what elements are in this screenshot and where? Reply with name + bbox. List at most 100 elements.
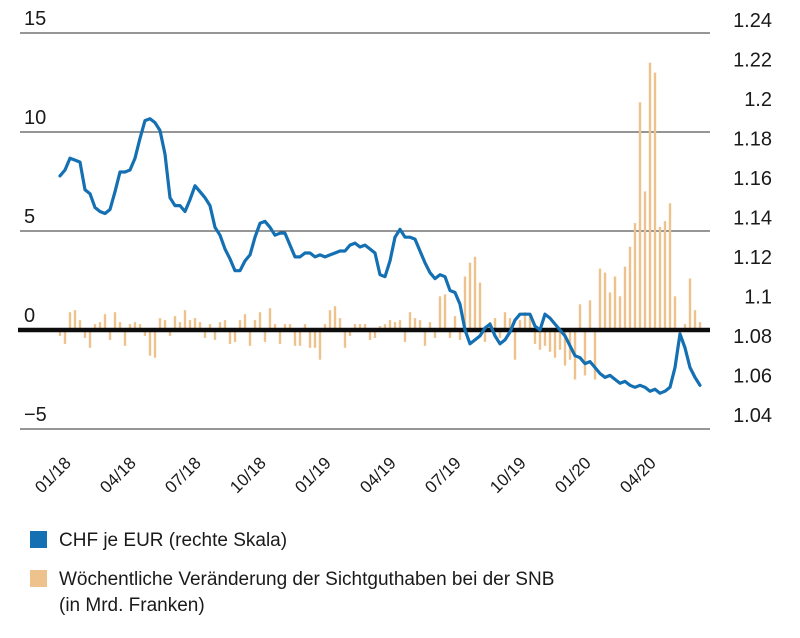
bar-weekly-change [303, 324, 307, 330]
bar-weekly-change [673, 296, 677, 330]
bar-weekly-change [583, 330, 587, 376]
bar-weekly-change [288, 324, 292, 330]
bar-weekly-change [478, 282, 482, 330]
left-axis-tick-label: 0 [24, 305, 35, 327]
bar-weekly-change [538, 330, 542, 350]
right-axis-tick-label: 1.16 [733, 168, 772, 190]
x-axis-tick-label: 04/19 [356, 453, 400, 497]
bar-weekly-change [298, 330, 302, 346]
bar-weekly-change [403, 330, 407, 342]
bar-weekly-change [168, 330, 172, 336]
legend-label-sight-deposits-line2: (in Mrd. Franken) [59, 595, 205, 616]
bar-weekly-change [508, 318, 512, 330]
bar-weekly-change [163, 320, 167, 330]
bar-weekly-change [543, 330, 547, 346]
right-axis-tick-label: 1.22 [733, 49, 772, 71]
bar-weekly-change [598, 268, 602, 330]
bar-weekly-change [693, 310, 697, 330]
bar-weekly-change [428, 322, 432, 330]
bar-weekly-change [323, 324, 327, 330]
bar-weekly-change [308, 330, 312, 348]
bar-weekly-change [558, 330, 562, 350]
bar-weekly-change [578, 304, 582, 330]
x-axis-tick-label: 01/20 [551, 453, 595, 497]
bar-weekly-change [458, 330, 462, 340]
bar-weekly-change [658, 227, 662, 330]
bar-weekly-change [468, 262, 472, 330]
bar-weekly-change [518, 320, 522, 330]
bar-weekly-change [213, 330, 217, 340]
x-axis-tick-label: 04/18 [96, 453, 140, 497]
bar-weekly-change [193, 318, 197, 330]
bar-weekly-change [528, 316, 532, 330]
bar-weekly-change [88, 330, 92, 348]
bar-weekly-change [293, 330, 297, 346]
bar-weekly-change [398, 320, 402, 330]
chf-eur-line [58, 117, 702, 395]
bar-weekly-change [453, 316, 457, 330]
legend-label-chf-eur: CHF je EUR (rechte Skala) [59, 530, 288, 551]
bar-weekly-change [258, 312, 262, 330]
bar-weekly-change [418, 320, 422, 330]
bar-weekly-change [333, 306, 337, 330]
bar-weekly-change [68, 312, 72, 330]
bar-weekly-change [473, 256, 477, 330]
bar-weekly-change [208, 324, 212, 330]
bar-weekly-change [113, 312, 117, 330]
bar-weekly-change [118, 322, 122, 330]
right-axis-tick-label: 1.12 [733, 247, 772, 269]
bar-weekly-change [438, 296, 442, 330]
bar-weekly-change [233, 330, 237, 342]
right-axis-tick-label: 1.14 [733, 207, 772, 229]
legend-swatch-line-series [30, 531, 47, 548]
legend-label-sight-deposits-line1: Wöchentliche Veränderung der Sichtguthab… [59, 569, 555, 590]
bar-weekly-change [268, 308, 272, 330]
bar-weekly-change [548, 330, 552, 352]
bar-weekly-change [688, 278, 692, 330]
bar-weekly-change [328, 310, 332, 330]
bar-weekly-change [263, 330, 267, 342]
bar-weekly-change [253, 320, 257, 330]
bar-weekly-change [198, 322, 202, 330]
bar-weekly-change [123, 330, 127, 346]
bar-weekly-change [223, 320, 227, 330]
bar-weekly-change [533, 330, 537, 344]
bar-weekly-change [648, 62, 652, 330]
bar-weekly-change [463, 276, 467, 330]
bar-weekly-change [183, 310, 187, 330]
bar-weekly-change [273, 324, 277, 330]
bar-weekly-change [78, 320, 82, 330]
x-axis-tick-label: 01/18 [31, 453, 75, 497]
chart-area: 15 10 5 0 −5 1.24 1.22 1.2 1.18 1.16 1.14 1.12 1.1 1.… [18, 8, 772, 497]
bar-weekly-change [633, 223, 637, 330]
left-axis-tick-label: −5 [24, 404, 47, 426]
bar-weekly-change [158, 318, 162, 330]
bar-weekly-change [448, 330, 452, 338]
right-axis-tick-label: 1.08 [733, 326, 772, 348]
bar-weekly-change [128, 324, 132, 330]
bar-weekly-change [613, 276, 617, 330]
x-axis-tick-label: 10/18 [226, 453, 270, 497]
x-axis-tick-label: 04/20 [616, 453, 660, 497]
bar-weekly-change [393, 322, 397, 330]
bar-weekly-change [93, 324, 97, 330]
left-axis-tick-label: 15 [24, 8, 46, 30]
bar-weekly-change [278, 330, 282, 344]
bar-weekly-change [503, 312, 507, 330]
bar-weekly-change [608, 292, 612, 330]
bar-weekly-change [318, 330, 322, 360]
bar-weekly-change [98, 322, 102, 330]
x-axis-tick-label: 01/19 [291, 453, 335, 497]
bar-weekly-change [698, 322, 702, 330]
bar-weekly-change [138, 324, 142, 330]
bar-weekly-change [103, 314, 107, 330]
bar-weekly-change [218, 322, 222, 330]
bar-weekly-change [73, 310, 77, 330]
bar-weekly-change [248, 330, 252, 346]
bar-weekly-change [313, 330, 317, 348]
legend-item-chf-eur: CHF je EUR (rechte Skala) [30, 528, 770, 554]
bar-weekly-change [683, 324, 687, 330]
legend-label-sight-deposits: Wöchentliche Veränderung der Sichtguthab… [59, 567, 554, 619]
bar-weekly-change [148, 330, 152, 356]
bar-weekly-change [363, 324, 367, 330]
